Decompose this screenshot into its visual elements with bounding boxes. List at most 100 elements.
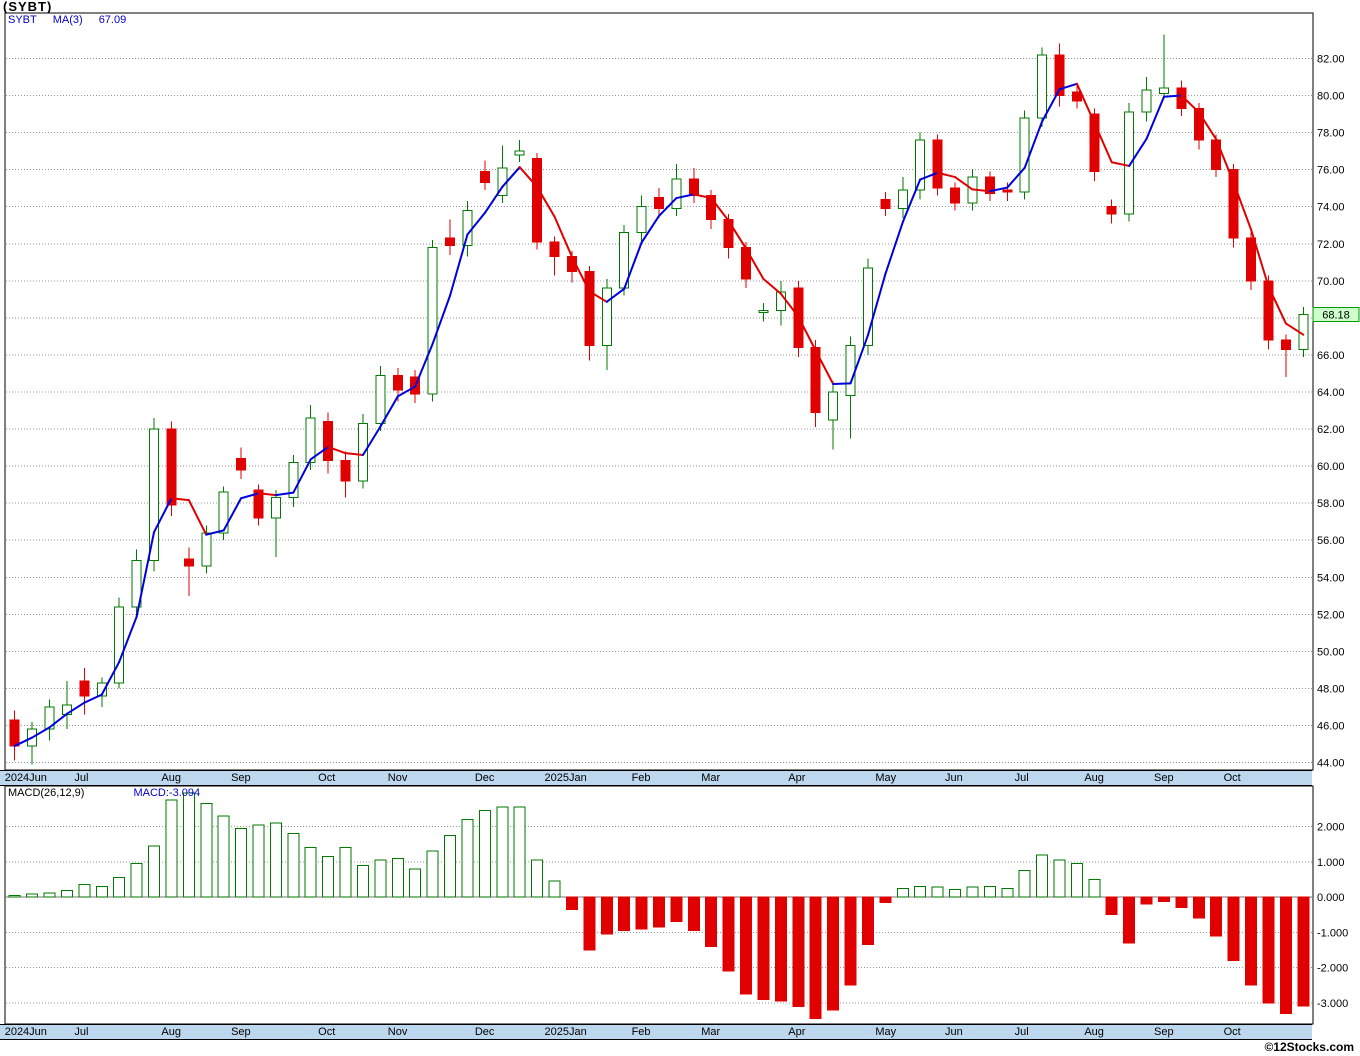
price-tick-label: 70.00 xyxy=(1317,276,1345,288)
candle-down xyxy=(1193,108,1204,141)
legend-ma-value: 67.09 xyxy=(98,14,127,26)
ma-line-segment xyxy=(13,736,34,747)
ma-line-segment xyxy=(379,395,399,428)
candle-down xyxy=(932,139,943,189)
candle-up xyxy=(1141,89,1152,113)
ma-line-segment xyxy=(466,211,486,236)
macd-bar-positive xyxy=(8,894,21,898)
ma-line-segment xyxy=(222,497,243,532)
macd-bar-negative xyxy=(861,896,874,946)
macd-bar-positive xyxy=(217,815,230,898)
last-price-tag-label: 68.18 xyxy=(1322,310,1350,322)
ma-line-segment xyxy=(936,171,957,179)
candle-up xyxy=(427,246,438,395)
macd-bar-positive xyxy=(1088,878,1101,898)
macd-bar-negative xyxy=(1175,896,1188,909)
macd-bar-positive xyxy=(60,890,73,898)
macd-bar-positive xyxy=(513,806,526,898)
macd-bar-positive xyxy=(235,827,248,898)
month-label: May xyxy=(875,772,897,784)
candle-down xyxy=(1106,206,1117,215)
macd-bar-positive xyxy=(26,893,39,898)
macd-bar-positive xyxy=(165,799,178,898)
macd-bar-negative xyxy=(600,896,613,935)
candle-down xyxy=(950,187,961,204)
macd-bar-positive xyxy=(949,888,962,898)
macd-bar-positive xyxy=(148,845,161,898)
candle-down xyxy=(688,178,699,197)
candle-up xyxy=(44,706,55,730)
ma-line-segment xyxy=(1267,285,1287,325)
month-label: Apr xyxy=(788,772,806,784)
macd-bar-positive xyxy=(269,822,282,898)
candle-up xyxy=(114,606,125,684)
month-label: Aug xyxy=(161,772,181,784)
macd-bar-positive xyxy=(43,892,56,898)
price-tick-label: 82.00 xyxy=(1317,53,1345,65)
macd-bar-negative xyxy=(827,896,840,1011)
macd-bar-negative xyxy=(1140,896,1153,905)
ma-line-segment xyxy=(727,219,748,250)
ma-line-segment xyxy=(954,176,974,191)
price-tick-label: 54.00 xyxy=(1317,572,1345,584)
macd-bar-negative xyxy=(879,896,892,903)
macd-tick-label: 0.000 xyxy=(1317,892,1345,904)
ma-line-segment xyxy=(884,221,904,276)
macd-tick-label: -3.000 xyxy=(1317,998,1348,1010)
month-label: Oct xyxy=(318,772,336,784)
candle-down xyxy=(183,558,194,567)
ma-line-segment xyxy=(431,294,452,345)
candle-up xyxy=(601,287,612,347)
ma-line-segment xyxy=(971,188,991,193)
macd-bar-positive xyxy=(374,859,387,898)
price-tick-label: 60.00 xyxy=(1317,461,1345,473)
candle-down xyxy=(1054,54,1065,97)
ma-line-segment xyxy=(675,193,695,200)
macd-bar-positive xyxy=(531,859,544,898)
macd-bar-negative xyxy=(1297,896,1310,1007)
month-label: Aug xyxy=(1084,1026,1104,1038)
ma-line-segment xyxy=(292,458,312,494)
price-tick-label: 66.00 xyxy=(1317,350,1345,362)
ma-line-segment xyxy=(866,273,887,337)
ma-line-segment xyxy=(518,166,539,188)
month-label: Sep xyxy=(231,772,251,784)
candle-down xyxy=(654,196,664,210)
macd-bar-positive xyxy=(1001,887,1014,898)
macd-bar-positive xyxy=(1036,854,1049,898)
ma-line-segment xyxy=(623,241,643,290)
ma-line-segment xyxy=(1093,121,1113,164)
macd-bar-positive xyxy=(1070,863,1083,898)
price-tick-label: 62.00 xyxy=(1317,424,1345,436)
candle-up xyxy=(828,391,839,421)
ma-line-segment xyxy=(361,425,382,456)
price-tick-label: 52.00 xyxy=(1317,609,1345,621)
candle-down xyxy=(984,176,995,195)
month-label: Oct xyxy=(318,1026,336,1038)
candle-down xyxy=(9,719,20,747)
macd-bar-negative xyxy=(1227,896,1240,962)
candle-up xyxy=(1037,54,1048,119)
month-label: Nov xyxy=(387,772,408,784)
candle-up xyxy=(1124,111,1135,215)
ma-line-segment xyxy=(118,615,138,663)
ma-line-segment xyxy=(274,491,295,497)
macd-bar-negative xyxy=(1210,896,1223,937)
price-tick-label: 80.00 xyxy=(1317,91,1345,103)
macd-bar-negative xyxy=(565,896,578,910)
candle-up xyxy=(462,209,473,247)
price-tick-label: 50.00 xyxy=(1317,646,1345,658)
ma-line-segment xyxy=(1284,322,1305,336)
ma-line-segment xyxy=(797,315,817,352)
macd-bar-positive xyxy=(1018,870,1031,898)
macd-bar-negative xyxy=(1262,896,1275,1004)
month-label: Dec xyxy=(474,772,495,784)
copyright: ©12Stocks.com xyxy=(1264,1040,1354,1054)
candle-up xyxy=(1158,87,1169,95)
candle-down xyxy=(1228,169,1239,239)
macd-bar-positive xyxy=(1053,859,1066,898)
price-legend: SYBT MA(3) 67.09 xyxy=(8,14,126,26)
price-tick-label: 44.00 xyxy=(1317,758,1345,770)
macd-bar-positive xyxy=(182,792,195,898)
candle-down xyxy=(549,241,560,258)
